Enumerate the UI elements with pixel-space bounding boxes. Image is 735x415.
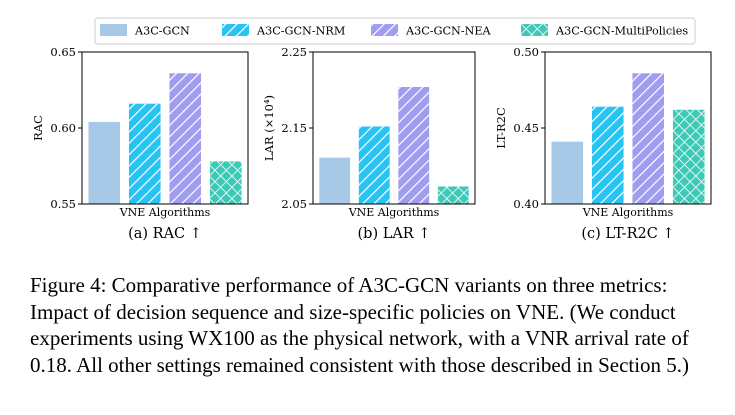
y-tick-label: 2.05 [281, 197, 307, 211]
legend-item: A3C-GCN [100, 24, 190, 38]
bar-hatch [437, 186, 469, 204]
bar-hatch [398, 86, 430, 204]
bar-hatch [672, 109, 705, 204]
y-tick-label: 0.40 [513, 197, 539, 211]
y-tick-label: 2.25 [281, 45, 307, 59]
legend-label: A3C-GCN [134, 25, 190, 38]
bar-hatch [632, 73, 665, 204]
legend-swatch-hatch [222, 24, 249, 36]
y-axis-label: LAR (×10⁴) [262, 95, 276, 161]
bar [88, 121, 121, 204]
legend-item: A3C-GCN-MultiPolicies [521, 24, 688, 38]
subcaption: (b) LAR ↑ [358, 226, 431, 242]
subcaption: (c) LT-R2C ↑ [581, 226, 674, 242]
y-axis-label: LT-R2C [494, 107, 508, 149]
charts: 0.55 0.60 0.65 VNE Algorithms RAC (a) RAC ↑ 2.… [31, 45, 712, 242]
x-axis-label: VNE Algorithms [348, 206, 440, 219]
bar-hatch [591, 106, 624, 204]
bar-hatch [358, 126, 390, 204]
y-tick-label: 0.45 [513, 121, 539, 135]
y-tick-label: 0.55 [50, 197, 76, 211]
bar-hatch [128, 103, 161, 204]
y-axis-label: RAC [31, 115, 45, 141]
chart-panel: 0.40 0.45 0.50 VNE Algorithms LT-R2C (c) LT-R… [494, 45, 712, 242]
legend-item: A3C-GCN-NRM [222, 24, 345, 38]
y-tick-label: 0.65 [50, 45, 76, 59]
y-tick-label: 0.50 [513, 45, 539, 59]
x-axis-label: VNE Algorithms [582, 206, 674, 219]
x-axis-label: VNE Algorithms [119, 206, 211, 219]
legend-label: A3C-GCN-MultiPolicies [555, 25, 688, 38]
bar-hatch [169, 73, 202, 204]
y-tick-label: 2.15 [281, 121, 307, 135]
legend-swatch-hatch [371, 24, 398, 36]
legend-swatch [100, 24, 127, 36]
legend-item: A3C-GCN-NEA [371, 24, 492, 38]
legend-label: A3C-GCN-NRM [256, 25, 345, 38]
bar [551, 141, 584, 204]
chart-panel: 2.05 2.15 2.25 VNE Algorithms LAR (×10⁴) (b) … [262, 45, 476, 242]
legend-swatch-hatch [521, 24, 548, 36]
legend: A3C-GCN A3C-GCN-NRM A3C-GCN-NEA A3C-GCN-Mul… [94, 17, 696, 45]
bar [319, 157, 351, 204]
subcaption: (a) RAC ↑ [128, 226, 202, 242]
bar-hatch [209, 161, 242, 204]
y-tick-label: 0.60 [50, 121, 76, 135]
chart-panel: 0.55 0.60 0.65 VNE Algorithms RAC (a) RAC ↑ [31, 45, 249, 242]
figure-caption: Figure 4: Comparative performance of A3C… [30, 273, 690, 377]
legend-label: A3C-GCN-NEA [405, 25, 492, 38]
figure: A3C-GCN A3C-GCN-NRM A3C-GCN-NEA A3C-GCN-Mul… [31, 17, 712, 242]
